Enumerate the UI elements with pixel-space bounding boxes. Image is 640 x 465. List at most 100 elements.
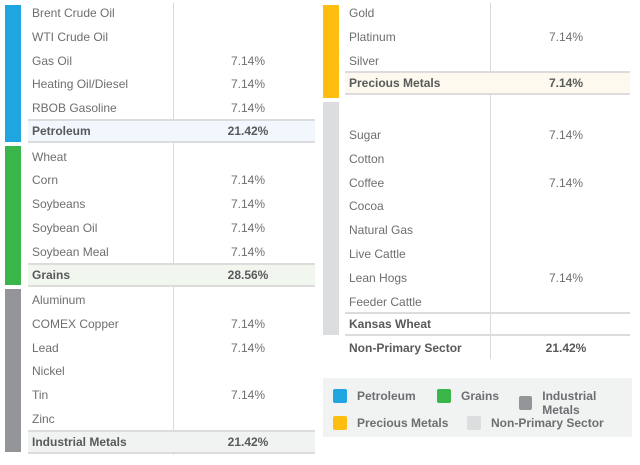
commodity-name: Wheat <box>32 149 67 164</box>
weight-value: 7.14% <box>230 316 266 331</box>
weight-value: 7.14% <box>230 101 266 116</box>
legend-label: Industrial Metals <box>542 389 597 417</box>
weight-value: 7.14% <box>230 173 266 188</box>
weight-value: 21.42% <box>545 341 587 356</box>
table-row: Silver <box>345 49 630 73</box>
weight-value: 21.42% <box>227 124 269 138</box>
weight-value: 28.56% <box>227 267 269 282</box>
commodity-name: Corn <box>32 173 59 188</box>
weight-value: 7.14% <box>230 220 266 235</box>
commodity-name: Live Cattle <box>349 247 406 261</box>
table-row: Soybean Meal 7.14% <box>28 240 315 264</box>
commodity-name: Lean Hogs <box>349 270 408 285</box>
weight-value: 7.14% <box>230 77 266 92</box>
table-row: Cocoa <box>345 194 630 218</box>
table-row: Soybeans 7.14% <box>28 192 315 216</box>
table-row: Tin 7.14% <box>28 383 315 407</box>
commodity-name: Soybean Oil <box>32 220 98 235</box>
table-row: Nickel <box>28 359 315 383</box>
legend-label: Petroleum <box>357 389 416 403</box>
table-row: Brent Crude Oil <box>28 1 315 25</box>
table-row: Cotton <box>345 147 630 171</box>
subtotal-row-industrial-metals: Industrial Metals 21.42% <box>28 429 315 454</box>
table-row: Corn 7.14% <box>28 168 315 192</box>
commodity-name: Feeder Cattle <box>349 294 422 309</box>
right-column-divider <box>490 3 491 359</box>
legend-label: Precious Metals <box>357 416 449 430</box>
grains-color-bar <box>5 146 21 285</box>
commodity-name: Aluminum <box>32 293 86 307</box>
table-row: Gold <box>345 1 630 25</box>
industrial-metals-swatch-icon <box>519 396 533 410</box>
weight-value: 7.14% <box>548 175 584 190</box>
commodity-name: Lead <box>32 340 59 355</box>
commodity-name: Natural Gas <box>349 223 414 238</box>
industrial-metals-color-bar <box>5 289 21 452</box>
table-row: RBOB Gasoline 7.14% <box>28 96 315 120</box>
table-row: Natural Gas <box>345 218 630 242</box>
kansas-wheat-row: Kansas Wheat <box>345 312 630 337</box>
legend-item-grains: Grains <box>437 389 499 403</box>
commodity-name: Cotton <box>349 151 385 166</box>
commodity-name: WTI Crude Oil <box>32 29 109 44</box>
commodity-name: Grains <box>32 267 71 282</box>
commodity-name: Platinum <box>349 29 396 44</box>
table-row: Aluminum <box>28 288 315 312</box>
commodity-name: Tin <box>32 388 49 403</box>
weight-value: 7.14% <box>548 76 584 91</box>
table-row: Zinc <box>28 407 315 431</box>
table-row: WTI Crude Oil <box>28 25 315 49</box>
legend-item-industrial-metals: Industrial Metals <box>519 389 632 417</box>
table-row: Feeder Cattle <box>345 290 630 314</box>
table-row: Lead 7.14% <box>28 336 315 360</box>
subtotal-row-petroleum: Petroleum 21.42% <box>28 119 315 143</box>
subtotal-row-non-primary-sector: Non-Primary Sector 21.42% <box>345 336 630 360</box>
commodity-name: Gold <box>349 6 375 20</box>
table-row: Lean Hogs 7.14% <box>345 266 630 290</box>
legend-item-precious-metals: Precious Metals <box>333 416 448 430</box>
subtotal-row-grains: Grains 28.56% <box>28 262 315 287</box>
non-primary-swatch-icon <box>467 416 481 430</box>
table-row: Gas Oil 7.14% <box>28 49 315 73</box>
table-row: Heating Oil/Diesel 7.14% <box>28 72 315 96</box>
commodity-name: Nickel <box>32 364 65 379</box>
table-row: Live Cattle <box>345 242 630 266</box>
left-column-divider <box>173 3 174 455</box>
commodity-name: COMEX Copper <box>32 316 119 331</box>
commodity-name: Brent Crude Oil <box>32 6 115 20</box>
commodity-name: RBOB Gasoline <box>32 101 117 116</box>
commodity-name: Gas Oil <box>32 53 73 68</box>
weight-value: 7.14% <box>548 128 584 142</box>
commodity-name: Kansas Wheat <box>349 317 432 332</box>
weight-value: 7.14% <box>230 340 266 355</box>
table-row: Soybean Oil 7.14% <box>28 216 315 240</box>
grains-swatch-icon <box>437 389 451 403</box>
weight-value: 7.14% <box>548 270 584 285</box>
commodity-name: Sugar <box>349 128 382 142</box>
weight-value: 7.14% <box>230 244 266 259</box>
commodity-name: Silver <box>349 53 380 68</box>
petroleum-swatch-icon <box>333 389 347 403</box>
commodity-name: Zinc <box>32 412 55 426</box>
table-row: COMEX Copper 7.14% <box>28 312 315 336</box>
precious-metals-color-bar <box>323 5 339 98</box>
weight-value: 7.14% <box>230 388 266 403</box>
legend-item-petroleum: Petroleum <box>333 389 416 403</box>
commodity-name: Soybeans <box>32 197 86 212</box>
weight-value: 7.14% <box>230 53 266 68</box>
subtotal-row-precious-metals: Precious Metals 7.14% <box>345 71 630 96</box>
table-row: Coffee 7.14% <box>345 171 630 195</box>
commodity-name: Precious Metals <box>349 76 441 91</box>
non-primary-color-bar <box>323 102 339 335</box>
commodity-name: Non-Primary Sector <box>349 341 462 356</box>
commodity-name: Cocoa <box>349 199 384 214</box>
table-row: Sugar 7.14% <box>345 123 630 147</box>
table-row: Wheat <box>28 145 315 169</box>
commodity-name: Soybean Meal <box>32 244 109 259</box>
table-row: Platinum 7.14% <box>345 25 630 49</box>
petroleum-color-bar <box>5 5 21 142</box>
weight-value: 7.14% <box>548 29 584 44</box>
commodity-name: Industrial Metals <box>32 434 127 449</box>
legend-label: Non-Primary Sector <box>491 416 604 430</box>
weight-value: 21.42% <box>227 434 269 449</box>
